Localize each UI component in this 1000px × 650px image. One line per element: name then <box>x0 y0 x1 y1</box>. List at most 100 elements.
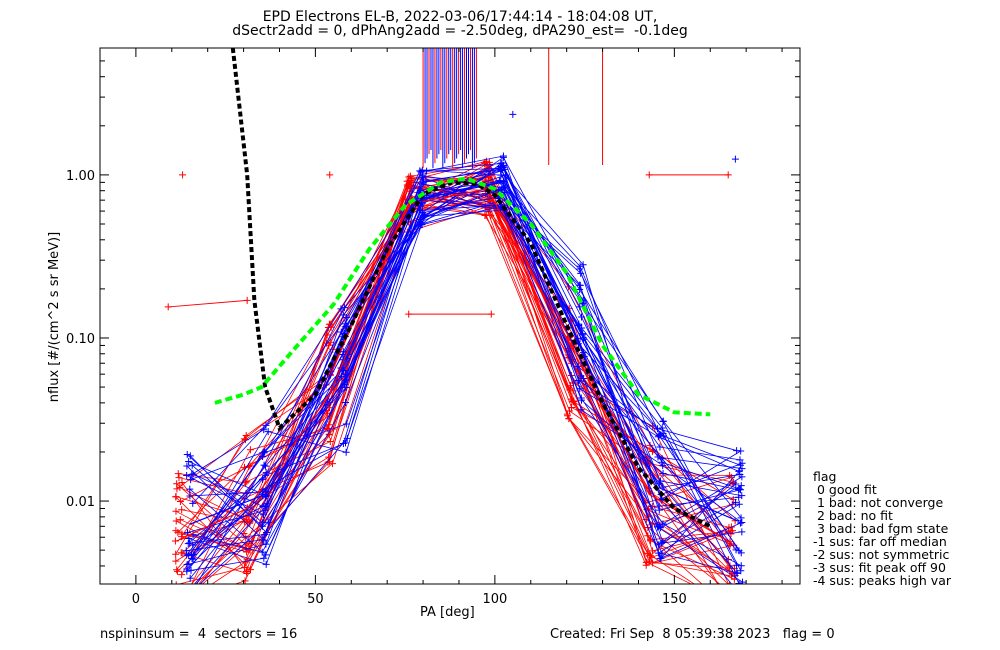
x-tick-label: 150 <box>662 592 687 607</box>
blue-data-point <box>259 449 267 457</box>
legend-title: flag <box>813 469 837 484</box>
blue-data-point <box>258 519 266 527</box>
red-data-point <box>326 438 334 446</box>
red-outlier-point <box>243 296 251 304</box>
blue-spectrum-line <box>186 162 737 574</box>
blue-data-point <box>732 498 740 506</box>
red-data-point <box>172 605 179 612</box>
red-data-point <box>566 386 574 394</box>
blue-data-point <box>185 534 193 542</box>
legend-item: 2 bad: no fit <box>813 508 893 523</box>
blue-data-point <box>655 502 663 510</box>
red-outlier-point <box>164 303 172 311</box>
red-data-point <box>173 480 181 488</box>
blue-data-point <box>653 523 661 531</box>
blue-data-point <box>736 456 744 464</box>
blue-data-point <box>575 377 583 385</box>
red-data-point <box>563 412 571 420</box>
red-data-point <box>240 563 248 571</box>
blue-spectrum-line <box>192 204 737 553</box>
blue-data-point <box>419 172 427 180</box>
blue-data-point <box>189 470 197 478</box>
blue-data-point <box>578 313 586 321</box>
blue-data-point <box>260 554 268 562</box>
red-data-point <box>172 557 180 565</box>
blue-data-point <box>579 261 587 269</box>
blue-spectrum-line <box>189 168 743 556</box>
y-tick-label: 0.10 <box>66 332 95 347</box>
red-data-point <box>648 547 656 555</box>
blue-data-point <box>658 455 666 463</box>
red-data-point <box>173 567 181 575</box>
spike-lines <box>422 48 604 169</box>
legend-item: -2 sus: not symmetric <box>813 547 950 562</box>
red-spectrum-line <box>175 200 703 584</box>
red-data-point <box>324 458 332 466</box>
blue-series-line <box>189 181 740 525</box>
blue-data-point <box>499 152 507 160</box>
blue-data-point <box>339 440 347 448</box>
blue-data-point <box>658 550 666 558</box>
blue-data-point <box>183 451 191 459</box>
legend: flag 0 good fit 1 bad: not converge 2 ba… <box>813 470 951 587</box>
blue-data-point <box>186 492 194 500</box>
red-data-point <box>247 566 255 574</box>
blue-data-point <box>732 480 740 488</box>
blue-data-point <box>262 540 270 548</box>
blue-data-point <box>655 522 663 530</box>
blue-spectrum-line <box>188 189 738 574</box>
blue-spectrum-line <box>192 175 741 560</box>
red-outlier-point <box>179 171 187 179</box>
red-data-point <box>730 602 737 609</box>
blue-data-point <box>186 452 194 460</box>
blue-data-point <box>184 540 192 548</box>
spectra-bundle <box>171 152 747 612</box>
blue-spectrum-line <box>190 180 740 584</box>
blue-data-point <box>739 578 747 584</box>
blue-data-point <box>185 457 193 465</box>
red-data-point <box>172 550 180 558</box>
outlier-line <box>168 299 248 308</box>
blue-data-point <box>416 167 424 175</box>
blue-data-point <box>188 590 195 597</box>
blue-outlier-point <box>509 110 517 118</box>
red-data-point <box>172 517 180 525</box>
blue-spectrum-line <box>187 167 742 534</box>
red-outlier-point <box>326 171 334 179</box>
red-spectrum-line <box>191 179 730 584</box>
blue-data-point <box>339 351 347 359</box>
blue-data-point <box>577 406 585 414</box>
red-outlier-point <box>724 171 732 179</box>
blue-data-point <box>264 518 272 526</box>
red-data-point <box>325 431 333 439</box>
red-data-point <box>566 407 574 415</box>
blue-data-point <box>183 472 191 480</box>
blue-data-point <box>658 539 666 547</box>
blue-data-point <box>264 428 272 436</box>
red-data-point <box>642 561 650 569</box>
red-data-point <box>178 571 186 579</box>
blue-data-point <box>187 589 194 596</box>
blue-data-point <box>657 554 665 562</box>
red-data-point <box>482 211 490 219</box>
red-spectrum-line <box>177 180 732 584</box>
blue-spectrum-line <box>188 181 743 497</box>
blue-data-point <box>575 322 583 330</box>
red-data-point <box>171 537 179 545</box>
blue-data-point <box>574 335 582 343</box>
blue-spectrum-line <box>190 191 740 559</box>
blue-data-point <box>186 539 194 547</box>
blue-data-point <box>737 486 745 494</box>
red-data-point <box>241 577 249 584</box>
footer-right: Created: Fri Sep 8 05:39:38 2023 flag = … <box>550 627 835 642</box>
blue-data-point <box>659 417 667 425</box>
blue-data-point <box>183 551 191 559</box>
blue-data-point <box>659 462 667 470</box>
ticks-layer: 0 50 100 150 0.01 0.10 1.00 <box>66 47 800 607</box>
blue-data-point <box>735 493 743 501</box>
blue-data-point <box>183 565 191 573</box>
blue-spectrum-line <box>186 188 739 524</box>
red-data-point <box>726 601 733 608</box>
chart-title-line2: dSectr2add = 0, dPhAng2add = -2.50deg, d… <box>232 23 688 39</box>
